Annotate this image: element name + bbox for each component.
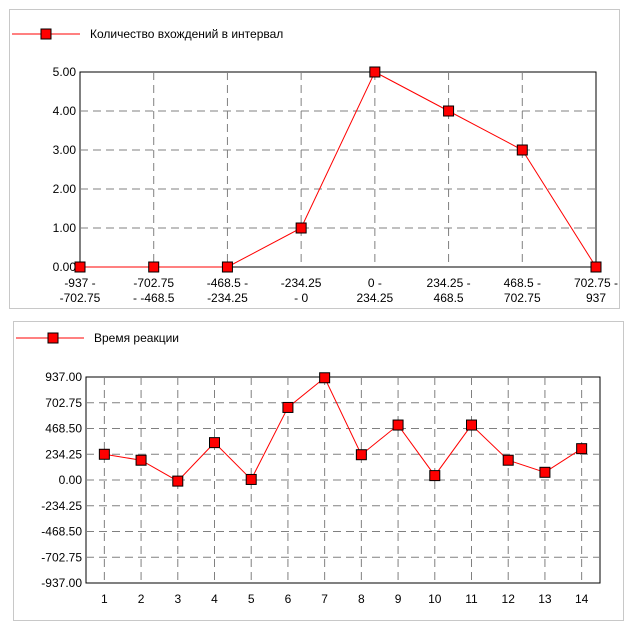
data-point: [516, 144, 528, 156]
x-tick-label: 2: [138, 592, 145, 606]
x-tick-label: -702.75: [133, 276, 174, 290]
data-point: [74, 261, 86, 273]
data-point: [502, 454, 514, 466]
data-point: [369, 66, 381, 78]
y-tick-label: 3.00: [53, 143, 77, 157]
data-point: [429, 470, 441, 482]
y-tick-label: 0.00: [59, 473, 83, 487]
reaction-time-chart-svg: Время реакции -937.00 -702.75 -468.50 -234.…: [16, 331, 601, 606]
y-tick-label: -937.00: [41, 576, 82, 590]
data-point: [355, 449, 367, 461]
data-point: [295, 222, 307, 234]
y-tick-label: 4.00: [53, 104, 77, 118]
series-count: [74, 66, 602, 273]
data-point: [172, 475, 184, 487]
data-point: [282, 401, 294, 413]
x-tick-label: 10: [428, 592, 442, 606]
data-point: [245, 473, 257, 485]
x-tick-label: - -468.5: [133, 291, 175, 305]
x-tick-label: 468.5 -: [504, 276, 541, 290]
x-tick-label: 234.25 -: [427, 276, 471, 290]
x-tick-label: 8: [358, 592, 365, 606]
data-point: [148, 261, 160, 273]
x-axis-ticks: -937 --702.75-702.75- -468.5-468.5 --234…: [60, 276, 618, 305]
x-tick-label: 468.5: [434, 291, 464, 305]
data-point: [443, 105, 455, 117]
y-tick-label: 2.00: [53, 182, 77, 196]
data-point: [209, 437, 220, 449]
series-reaction-time: [98, 372, 588, 487]
x-tick-label: 0 -: [368, 276, 382, 290]
data-point: [466, 419, 477, 431]
legend-label: Время реакции: [94, 331, 179, 345]
x-tick-label: 5: [248, 592, 255, 606]
data-point: [392, 419, 404, 431]
y-tick-label: -234.25: [41, 499, 82, 513]
x-tick-label: -702.75: [60, 291, 101, 305]
chart-panel-reaction-time: Время реакции -937.00 -702.75 -468.50 -234.…: [13, 321, 624, 621]
y-tick-label: 468.50: [45, 422, 82, 436]
legend-marker: [47, 332, 59, 344]
x-tick-label: 4: [211, 592, 218, 606]
y-tick-label: 1.00: [53, 221, 77, 235]
y-tick-label: 234.25: [45, 447, 82, 461]
x-tick-label: 12: [502, 592, 516, 606]
y-tick-label: 937.00: [45, 370, 82, 384]
series-line: [104, 376, 582, 482]
x-tick-label: 702.75 -: [574, 276, 618, 290]
legend: Количество вхождений в интервал: [12, 27, 283, 41]
x-tick-label: 7: [321, 592, 328, 606]
series-line: [80, 71, 597, 268]
x-tick-label: 1: [101, 592, 108, 606]
x-tick-label: 702.75: [504, 291, 541, 305]
y-tick-label: 702.75: [45, 396, 82, 410]
x-tick-label: 13: [538, 592, 552, 606]
x-tick-label: 937: [586, 291, 606, 305]
x-tick-label: 6: [285, 592, 292, 606]
legend-label: Количество вхождений в интервал: [90, 27, 283, 41]
y-tick-label: 0.00: [53, 260, 77, 274]
y-tick-label: 5.00: [53, 65, 77, 79]
x-tick-label: 9: [395, 592, 402, 606]
data-point: [98, 448, 110, 460]
data-point: [576, 443, 588, 455]
grid: [86, 377, 600, 583]
x-tick-label: - 0: [294, 291, 308, 305]
y-tick-label: -468.50: [41, 525, 82, 539]
x-tick-label: 3: [174, 592, 181, 606]
data-point: [319, 372, 331, 384]
y-axis-ticks: 0.00 1.00 2.00 3.00 4.00 5.00: [53, 65, 77, 274]
x-tick-label: -234.25: [207, 291, 248, 305]
legend: Время реакции: [16, 331, 179, 345]
y-tick-label: -702.75: [41, 550, 82, 564]
data-point: [539, 466, 551, 478]
x-tick-label: 234.25: [357, 291, 394, 305]
data-point: [590, 261, 602, 273]
x-tick-label: 14: [575, 592, 589, 606]
x-tick-label: -468.5 -: [207, 276, 248, 290]
data-point: [221, 261, 233, 273]
chart-panel-intervals: Количество вхождений в интервал 0.00 1.00…: [9, 9, 620, 309]
y-axis-ticks: -937.00 -702.75 -468.50 -234.25 0.00 234.25 46…: [41, 370, 82, 590]
grid: [80, 72, 596, 267]
data-point: [135, 454, 147, 466]
x-tick-label: 11: [465, 592, 478, 606]
intervals-chart-svg: Количество вхождений в интервал 0.00 1.00…: [12, 27, 618, 305]
legend-marker: [40, 28, 52, 40]
x-axis-ticks: 1 2 3 4 5 6 7 8 9 10 11 12 13 14: [101, 592, 589, 606]
plot-area: [79, 71, 597, 268]
x-tick-label: -234.25: [281, 276, 322, 290]
x-tick-label: -937 -: [64, 276, 95, 290]
